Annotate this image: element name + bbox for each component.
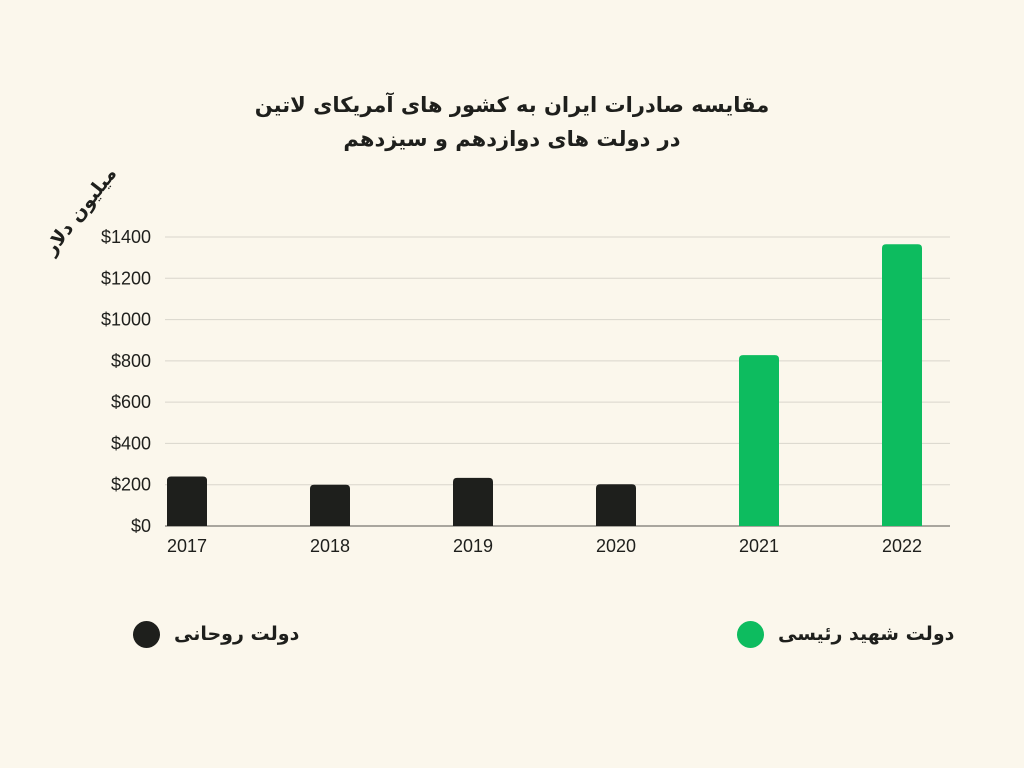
x-tick-label: 2022 xyxy=(882,536,922,556)
legend-item-raisi: دولت شهید رئیسی xyxy=(737,618,954,650)
bar-2022 xyxy=(882,244,922,526)
chart-title-line-1: مقایسه صادرات ایران به کشور های آمریکای … xyxy=(254,93,770,117)
x-tick-label: 2018 xyxy=(310,536,350,556)
legend-item-rouhani: دولت روحانی xyxy=(133,618,299,650)
y-tick-label: $200 xyxy=(111,475,151,495)
x-tick-label: 2019 xyxy=(453,536,493,556)
bar-2020 xyxy=(596,484,636,526)
y-tick-labels: $0 $200 $400 $600 $800 $1000 $1200 $1400 xyxy=(101,227,151,536)
chart-title: مقایسه صادرات ایران به کشور های آمریکای … xyxy=(0,88,1024,156)
x-tick-label: 2020 xyxy=(596,536,636,556)
bar-2018 xyxy=(310,484,350,526)
legend-dot-rouhani xyxy=(133,620,160,648)
y-tick-label: $400 xyxy=(111,433,151,453)
y-tick-label: $600 xyxy=(111,392,151,412)
legend-label-raisi: دولت شهید رئیسی xyxy=(778,623,955,645)
grid-lines xyxy=(165,236,950,527)
y-tick-label: $800 xyxy=(111,351,151,371)
bar-2021 xyxy=(739,355,779,526)
legend-label-rouhani: دولت روحانی xyxy=(174,623,300,645)
x-tick-label: 2021 xyxy=(739,536,779,556)
x-tick-labels: 2017 2018 2019 2020 2021 2022 xyxy=(167,536,922,556)
legend-dot-raisi xyxy=(737,620,764,648)
y-tick-label: $1200 xyxy=(101,268,151,288)
y-tick-label: $1400 xyxy=(101,227,151,247)
bar-2019 xyxy=(453,477,493,526)
y-tick-label: $1000 xyxy=(101,310,151,330)
bar-2017 xyxy=(167,476,207,526)
bars xyxy=(167,244,922,526)
chart-title-line-2: در دولت های دوازدهم و سیزدهم xyxy=(343,127,681,151)
y-tick-label: $0 xyxy=(131,516,151,536)
x-tick-label: 2017 xyxy=(167,536,207,556)
